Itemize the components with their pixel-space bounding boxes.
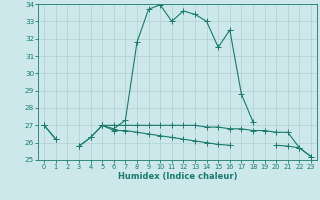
X-axis label: Humidex (Indice chaleur): Humidex (Indice chaleur) <box>118 172 237 181</box>
